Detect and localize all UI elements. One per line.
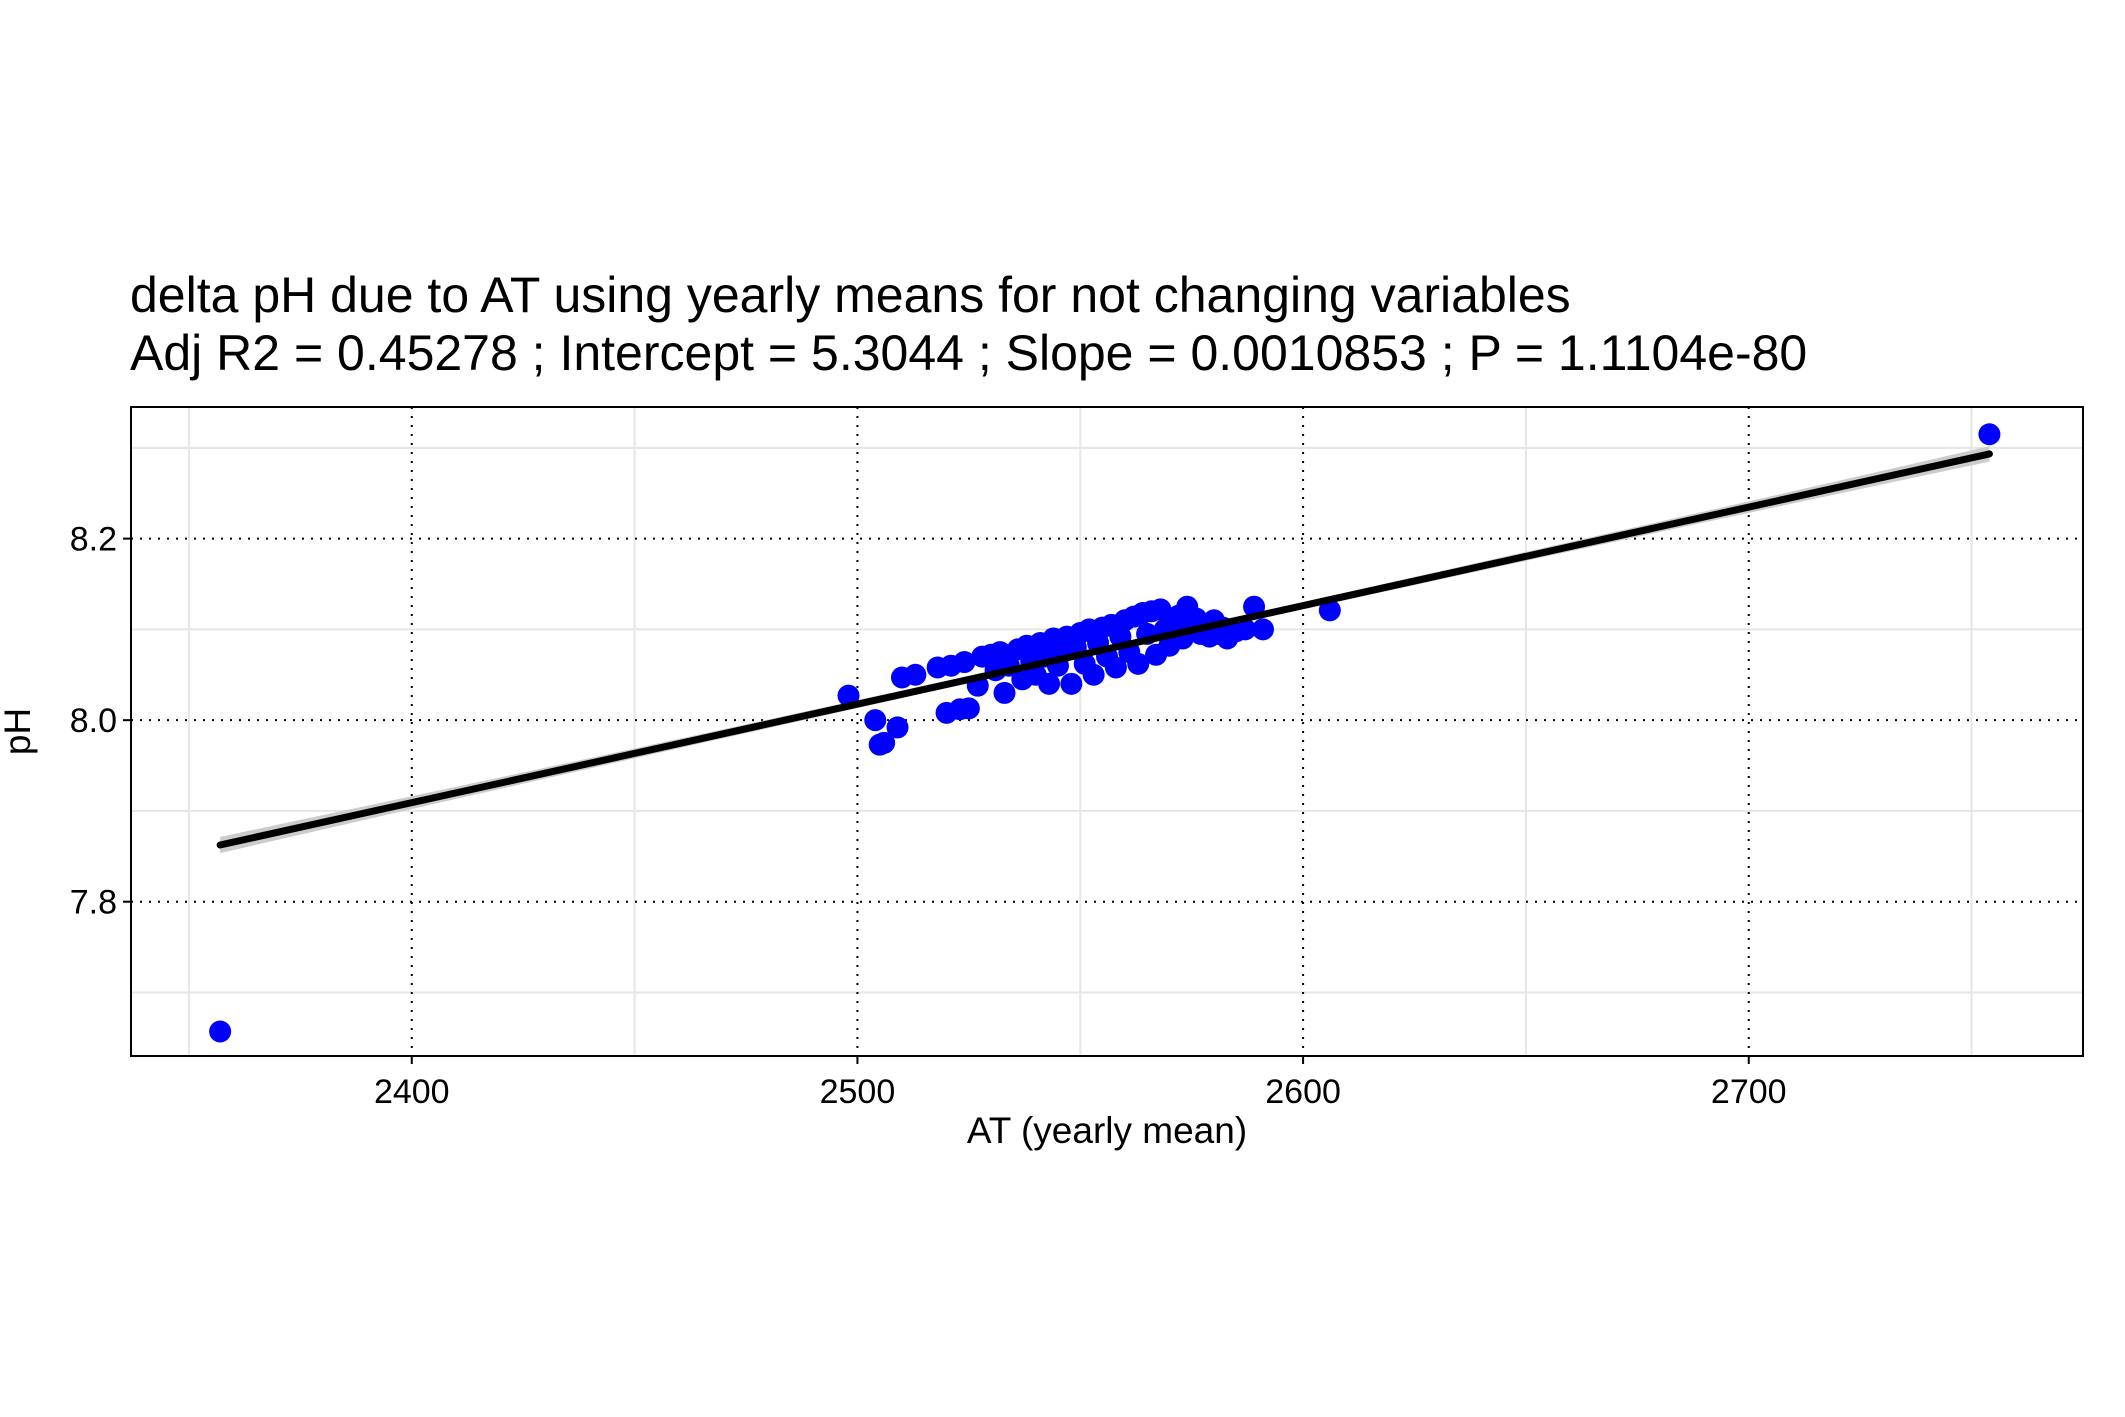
fit-line-layer [216, 450, 1993, 849]
y-tick-label: 8.2 [70, 521, 117, 559]
fit-line [216, 450, 1993, 849]
data-point [873, 731, 896, 754]
x-tick-label: 2500 [820, 1073, 896, 1111]
y-tick-label: 8.0 [70, 702, 117, 740]
data-point [1978, 423, 2001, 446]
chart-subtitle: Adj R2 = 0.45278 ; Intercept = 5.3044 ; … [130, 325, 1807, 381]
data-point [1038, 672, 1061, 695]
data-point [1082, 663, 1105, 686]
x-axis-label: AT (yearly mean) [967, 1110, 1247, 1151]
data-point [904, 663, 927, 686]
data-point [953, 651, 976, 674]
data-point [1127, 652, 1150, 675]
y-tick-label: 7.8 [70, 884, 117, 922]
data-point [1318, 599, 1341, 622]
data-point [1234, 618, 1257, 641]
x-axis-ticks: 2400 2500 2600 2700 [374, 1056, 1787, 1111]
y-axis-label: pH [0, 708, 38, 755]
data-point [837, 684, 860, 707]
data-point [1060, 672, 1083, 695]
data-point [993, 681, 1016, 704]
y-axis-ticks: 7.8 8.0 8.2 [70, 521, 131, 922]
data-point [957, 697, 980, 720]
plot-frame [130, 406, 2084, 1057]
minor-grid [131, 407, 2083, 1056]
data-point [1251, 618, 1274, 641]
major-grid [131, 407, 2083, 1056]
data-point [209, 1020, 232, 1043]
data-point [1104, 656, 1127, 679]
x-tick-label: 2400 [374, 1073, 450, 1111]
x-tick-label: 2700 [1711, 1073, 1787, 1111]
data-point [886, 716, 909, 739]
chart-title: delta pH due to AT using yearly means fo… [130, 267, 1571, 323]
x-tick-label: 2600 [1265, 1073, 1341, 1111]
data-point [864, 709, 887, 732]
